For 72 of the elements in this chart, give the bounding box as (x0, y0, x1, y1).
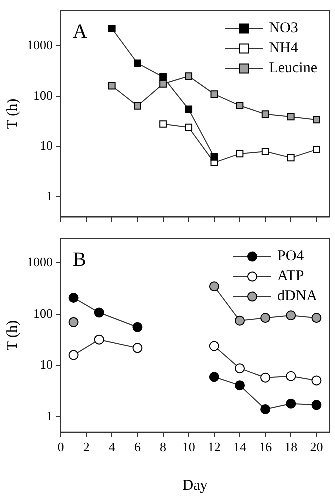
point (313, 116, 320, 124)
point (312, 376, 322, 386)
y-tick-label: 10 (40, 357, 53, 372)
legend-label: PO4 (278, 248, 305, 265)
x-tick-label: 20 (310, 440, 324, 455)
point (262, 148, 270, 156)
y-tick-label: 100 (34, 88, 53, 103)
point (134, 102, 142, 110)
legend-label: ATP (278, 268, 304, 285)
x-tick-label: 2 (83, 440, 90, 455)
point (209, 282, 220, 292)
x-tick-label: 8 (160, 440, 167, 455)
point (185, 124, 193, 132)
point (160, 80, 167, 88)
x-tick-label: 14 (234, 440, 247, 455)
point (68, 292, 79, 303)
x-axis-title: Day (182, 478, 208, 494)
point (235, 380, 245, 391)
point (312, 313, 322, 324)
annotation: A (73, 21, 88, 44)
point (210, 154, 218, 161)
point (236, 102, 244, 110)
y-tick-label: 1 (46, 408, 53, 424)
point (260, 313, 271, 324)
point (313, 146, 320, 154)
point (287, 113, 295, 121)
point (160, 120, 167, 128)
point (286, 310, 296, 321)
y-axis-title: T (h) (4, 98, 21, 130)
point (262, 110, 270, 118)
point (286, 398, 296, 409)
point (108, 25, 116, 32)
legend-label: NH4 (269, 40, 299, 57)
point (108, 82, 116, 90)
x-tick-label: 12 (208, 440, 221, 455)
point (236, 150, 244, 158)
x-tick-label: 4 (108, 440, 116, 455)
legend-label: Leucine (269, 60, 318, 77)
x-tick-label: 0 (58, 440, 64, 455)
point (132, 343, 143, 354)
x-tick-label: 10 (182, 440, 196, 455)
y-axis-title: T (h) (4, 320, 21, 351)
point (185, 106, 193, 114)
legend-label: NO3 (269, 20, 298, 37)
point (286, 371, 296, 382)
y-tick-label: 1000 (27, 37, 53, 52)
legend-label: dDNA (278, 288, 318, 305)
point (287, 154, 295, 162)
point (132, 322, 143, 332)
point (94, 308, 104, 318)
point (68, 317, 79, 328)
x-tick-label: 6 (134, 440, 142, 455)
point (210, 90, 218, 98)
y-tick-label: 1000 (27, 254, 53, 270)
y-tick-label: 1 (46, 188, 53, 204)
point (209, 341, 220, 352)
point (94, 334, 104, 345)
point (68, 350, 79, 360)
point (260, 404, 271, 414)
point (134, 60, 142, 68)
point (160, 74, 167, 81)
point (260, 372, 271, 383)
x-tick-label: 18 (284, 440, 298, 455)
annotation: B (73, 249, 86, 272)
point (209, 372, 220, 382)
point (185, 72, 193, 80)
point (312, 400, 322, 410)
y-tick-label: 10 (40, 138, 53, 154)
y-tick-label: 100 (34, 306, 53, 321)
x-tick-label: 16 (259, 440, 273, 455)
point (235, 316, 245, 326)
point (235, 364, 245, 374)
